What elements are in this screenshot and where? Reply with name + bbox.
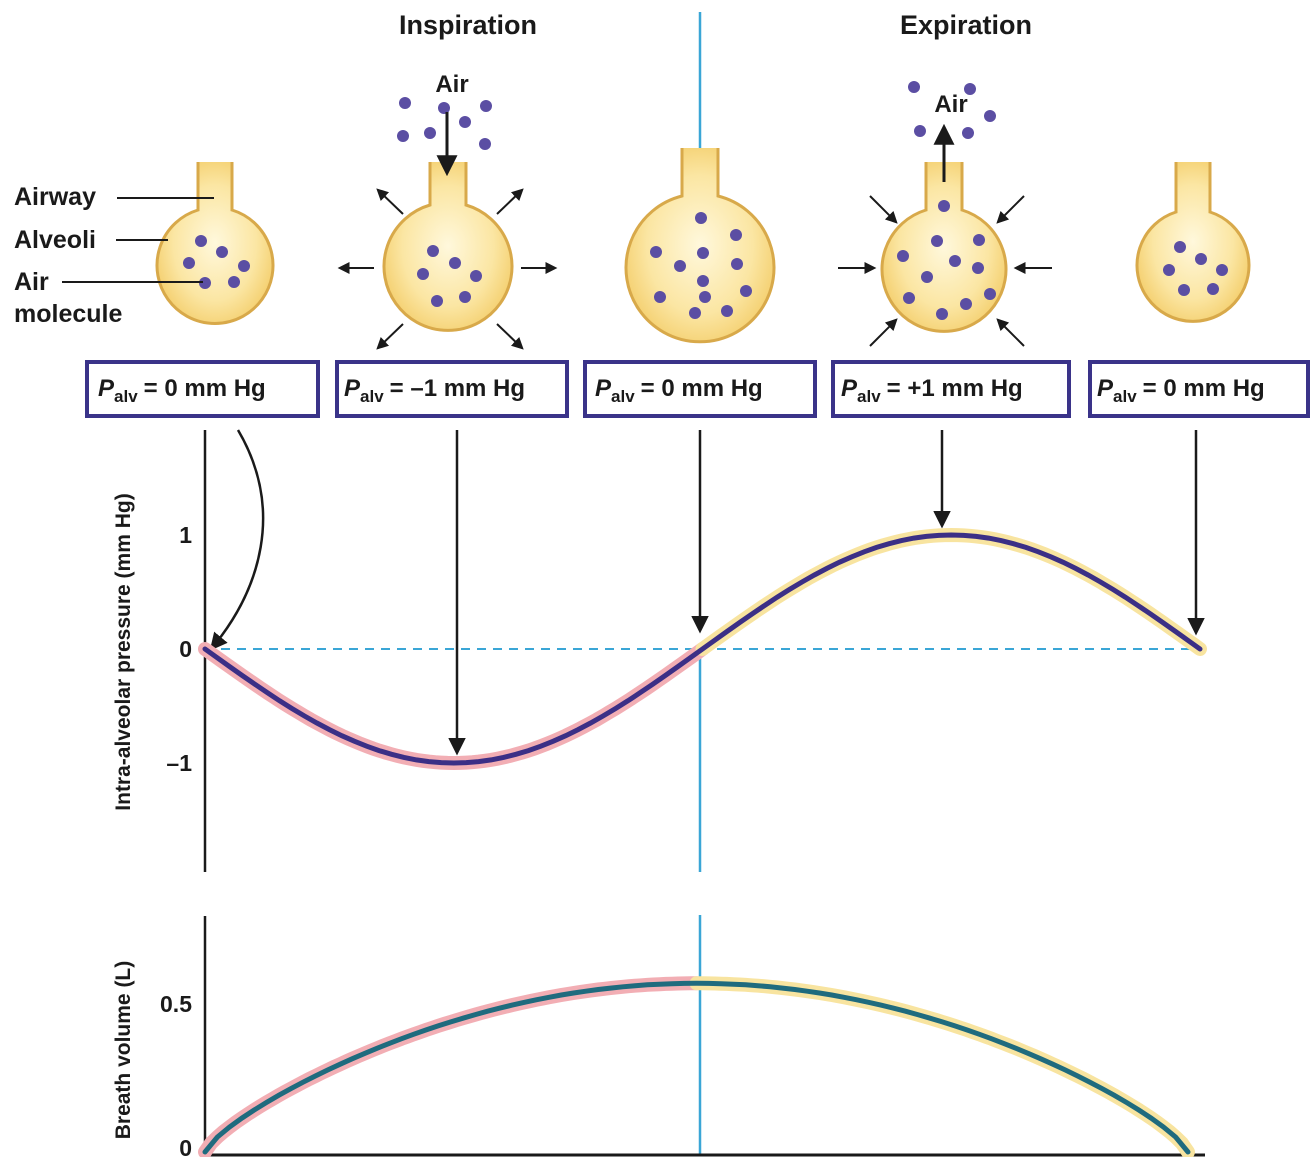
alveolus-inspiration: [382, 162, 514, 332]
alveolus-rest-end: [1135, 162, 1251, 323]
volume-curve: [202, 980, 1191, 1155]
pressure-box-5: Palv = 0 mm Hg: [1088, 360, 1310, 418]
pressure-tick-label: 0: [179, 636, 192, 662]
alveolus-rest-start: [155, 162, 275, 325]
air-outflow-label: Air: [934, 91, 967, 118]
pressure-box-4: Palv = +1 mm Hg: [831, 360, 1071, 418]
air-molecules: [183, 81, 1228, 320]
volume-expiration-highlight: [689, 976, 1195, 1157]
arrow-box1-to-curve: [209, 429, 265, 651]
pressure-curve: [202, 532, 1203, 766]
pressure-tick-label: 1: [179, 522, 192, 548]
volume-tick-label: 0: [179, 1135, 192, 1157]
pressure-chart: Intra-alveolar pressure (mm Hg) 1 0 –1: [112, 430, 1207, 872]
pressure-box-3: Palv = 0 mm Hg: [583, 360, 817, 418]
compression-arrows: [838, 195, 1052, 347]
svg-text:Palv= 0 mm Hg: Palv = 0 mm Hg: [1097, 375, 1265, 406]
pressure-inspiration-highlight: [198, 642, 710, 771]
alveolus-expiration: [880, 162, 1008, 333]
pressure-box-2: Palv = –1 mm Hg: [335, 360, 569, 418]
air-molecule-label-line1: Air: [14, 268, 49, 296]
air-inflow-label: Air: [435, 71, 468, 98]
volume-axis-title: Breath volume (L): [112, 961, 135, 1140]
air-molecule-label-line2: molecule: [14, 300, 122, 328]
inspiration-title: Inspiration: [399, 10, 537, 40]
expansion-arrows: [337, 188, 558, 350]
pressure-tick-label: –1: [166, 750, 192, 776]
airway-label: Airway: [14, 183, 96, 211]
expiration-title: Expiration: [900, 10, 1032, 40]
svg-text:Palv= –1 mm Hg: Palv = –1 mm Hg: [344, 375, 525, 406]
volume-chart: Breath volume (L) 0.5 0: [112, 916, 1205, 1157]
svg-text:Palv= +1 mm Hg: Palv = +1 mm Hg: [841, 375, 1023, 406]
pressure-expiration-highlight: [695, 527, 1207, 656]
pressure-box-1: Palv = 0 mm Hg: [85, 360, 320, 418]
volume-inspiration-highlight: [198, 976, 704, 1157]
svg-text:Palv= 0 mm Hg: Palv = 0 mm Hg: [595, 375, 763, 406]
pressure-axis-title: Intra-alveolar pressure (mm Hg): [112, 493, 135, 810]
svg-text:Palv= 0 mm Hg: Palv = 0 mm Hg: [98, 375, 266, 406]
volume-tick-label: 0.5: [160, 991, 192, 1017]
alveoli-label: Alveoli: [14, 226, 96, 254]
